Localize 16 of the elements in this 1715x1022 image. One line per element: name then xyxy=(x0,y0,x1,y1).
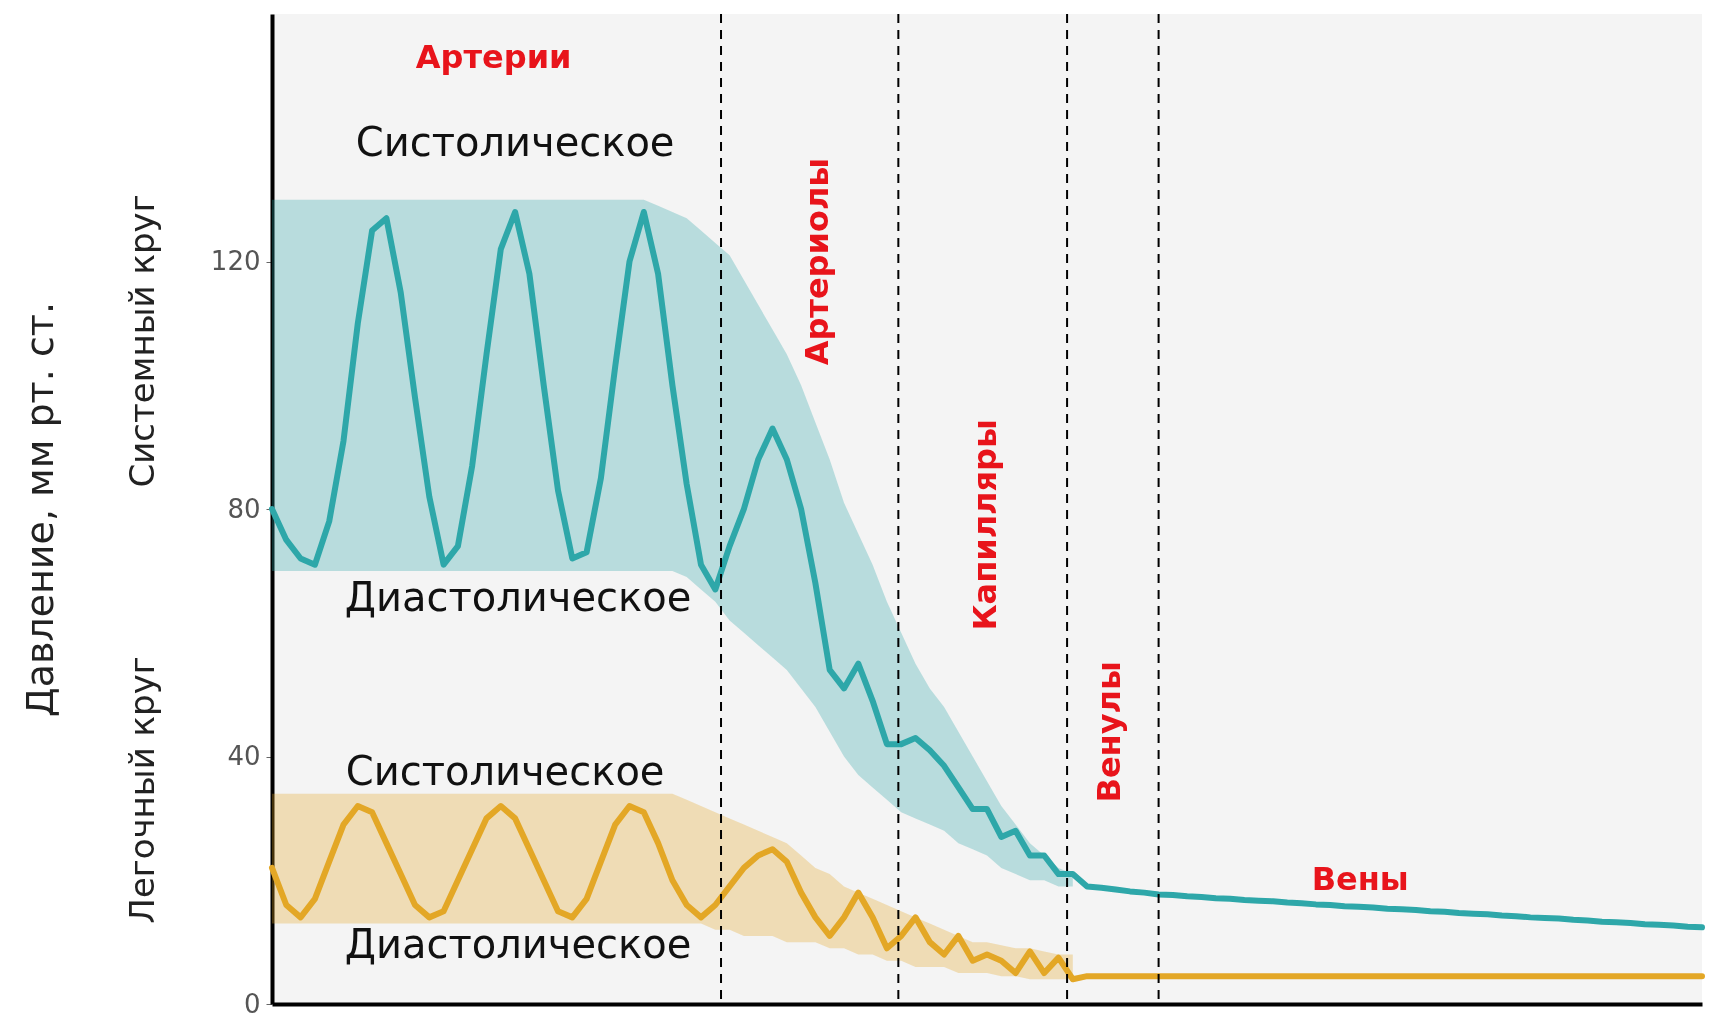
annotation: Венулы xyxy=(1089,661,1128,803)
y-tick-label: 40 xyxy=(227,741,261,771)
annotation: Систолическое xyxy=(355,118,675,165)
annotation: Артерии xyxy=(415,37,572,76)
y-tick-label: 120 xyxy=(210,246,261,276)
annotation: Диастолическое xyxy=(344,574,692,621)
annotation: Систолическое xyxy=(345,748,665,795)
text: Легочный круг xyxy=(122,656,162,924)
annotation: Диастолическое xyxy=(344,920,692,967)
y-tick-label: 80 xyxy=(227,493,261,524)
y-axis-title: Давление, мм рт. ст. xyxy=(17,301,62,718)
annotation: Вены xyxy=(1311,860,1409,899)
text: Системный круг xyxy=(122,194,162,488)
annotation: Капилляры xyxy=(965,419,1004,631)
annotation: Артериолы xyxy=(798,157,837,366)
y-tick-label: 0 xyxy=(243,988,261,1019)
